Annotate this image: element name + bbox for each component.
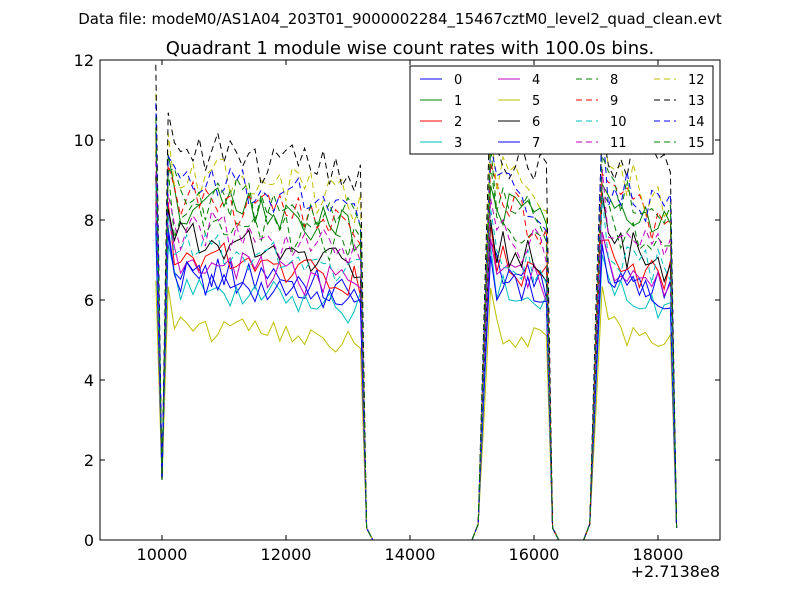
legend-label: 10 xyxy=(610,115,627,130)
legend-label: 12 xyxy=(688,73,705,88)
legend-label: 6 xyxy=(532,115,540,130)
x-tick-label: 14000 xyxy=(385,545,436,564)
chart-suptitle: Data file: modeM0/AS1A04_203T01_90000022… xyxy=(78,10,722,29)
legend-label: 9 xyxy=(610,94,618,109)
y-tick-label: 6 xyxy=(84,291,94,310)
series-line-14 xyxy=(155,103,678,540)
legend-label: 8 xyxy=(610,73,618,88)
legend-label: 2 xyxy=(454,115,462,130)
x-tick-label: 10000 xyxy=(137,545,188,564)
legend-label: 3 xyxy=(454,136,462,151)
y-tick-label: 10 xyxy=(74,131,94,150)
y-tick-label: 2 xyxy=(84,451,94,470)
y-tick-label: 0 xyxy=(84,531,94,550)
legend-label: 1 xyxy=(454,94,462,109)
legend-label: 0 xyxy=(454,73,462,88)
x-tick-label: 18000 xyxy=(633,545,684,564)
chart-title: Quadrant 1 module wise count rates with … xyxy=(166,38,655,59)
y-tick-label: 8 xyxy=(84,211,94,230)
x-tick-label: 12000 xyxy=(261,545,312,564)
legend-label: 14 xyxy=(688,115,705,130)
y-tick-label: 12 xyxy=(74,51,94,70)
plot-area xyxy=(155,64,678,540)
series-line-15 xyxy=(155,117,678,540)
series-line-13 xyxy=(155,64,678,540)
legend-box xyxy=(409,65,714,155)
legend-label: 13 xyxy=(688,94,705,109)
series-layer xyxy=(155,64,678,540)
x-offset-label: +2.7138e8 xyxy=(631,562,720,581)
y-tick-label: 4 xyxy=(84,371,94,390)
legend-label: 5 xyxy=(532,94,540,109)
legend-label: 15 xyxy=(688,136,705,151)
legend-label: 11 xyxy=(610,136,627,151)
x-tick-label: 16000 xyxy=(509,545,560,564)
legend-label: 7 xyxy=(532,136,540,151)
legend-label: 4 xyxy=(532,73,540,88)
